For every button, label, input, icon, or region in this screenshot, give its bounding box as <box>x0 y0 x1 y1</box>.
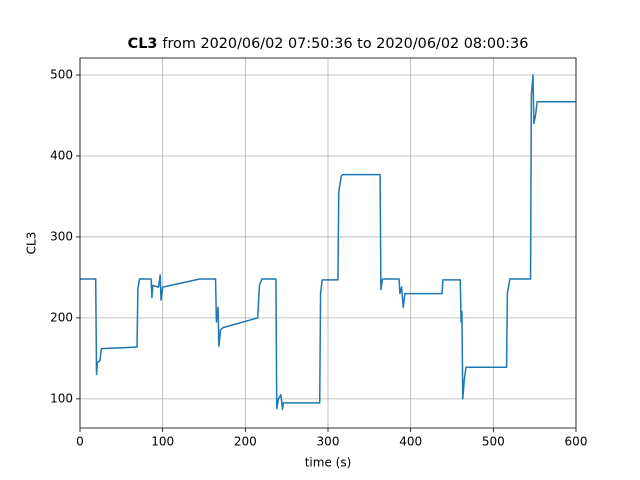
background <box>0 0 640 480</box>
title-rest: from 2020/06/02 07:50:36 to 2020/06/02 0… <box>162 36 528 52</box>
x-tick-label: 200 <box>234 435 257 449</box>
x-tick-label: 400 <box>399 435 422 449</box>
title-bold: CL3 <box>128 36 158 52</box>
y-axis-label: CL3 <box>25 232 39 255</box>
y-tick-label: 500 <box>50 68 73 82</box>
x-axis-label: time (s) <box>305 456 352 470</box>
x-tick-label: 300 <box>317 435 340 449</box>
chart-title: CL3from 2020/06/02 07:50:36 to 2020/06/0… <box>128 36 529 52</box>
chart: CL3from 2020/06/02 07:50:36 to 2020/06/0… <box>0 0 640 480</box>
x-tick-label: 0 <box>76 435 84 449</box>
x-tick-label: 500 <box>482 435 505 449</box>
x-tick-label: 100 <box>151 435 174 449</box>
x-tick-label: 600 <box>565 435 588 449</box>
y-tick-label: 300 <box>50 229 73 243</box>
y-tick-label: 200 <box>50 310 73 324</box>
y-tick-label: 400 <box>50 148 73 162</box>
y-tick-label: 100 <box>50 391 73 405</box>
